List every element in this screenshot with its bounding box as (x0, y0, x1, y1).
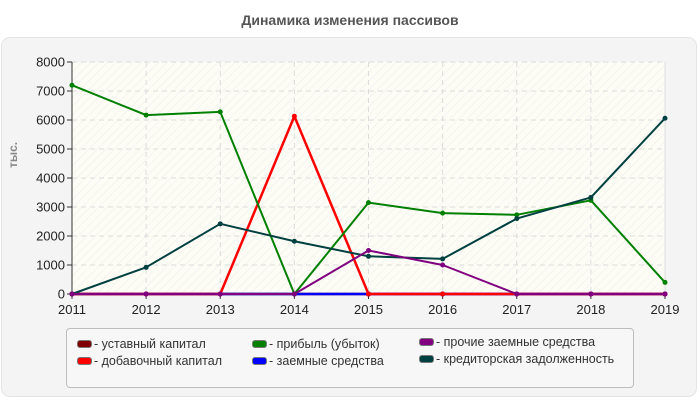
legend-label: - прочие заемные средства (436, 335, 596, 349)
x-tick-label: 2011 (58, 302, 86, 317)
x-tick-label: 2015 (354, 302, 383, 317)
data-point (440, 291, 446, 297)
legend-swatch-icon (77, 340, 92, 348)
axes: 0 1000 2000 3000 4000 5000 6000 7000 8000 2011 201… (36, 55, 679, 318)
legend-item[interactable]: - заемные средства (252, 354, 384, 368)
y-tick-label: 3000 (36, 200, 65, 215)
legend-item[interactable]: - прочие заемные средства (419, 335, 595, 349)
data-point (143, 264, 149, 270)
legend-swatch-icon (419, 355, 434, 363)
data-point (440, 256, 446, 262)
data-point (588, 291, 594, 297)
legend-item[interactable]: - добавочный капитал (77, 354, 222, 368)
legend-label: - прибыль (убыток) (269, 337, 380, 351)
data-point (662, 291, 668, 297)
data-point (366, 200, 371, 206)
y-tick-label: 5000 (36, 142, 65, 157)
x-tick-label: 2013 (206, 302, 235, 317)
legend-swatch-icon (77, 357, 92, 365)
y-tick-label: 7000 (36, 84, 65, 99)
data-point (440, 262, 446, 268)
data-point (217, 109, 223, 115)
data-point (366, 291, 371, 297)
x-tick-label: 2012 (132, 302, 161, 317)
legend-label: - заемные средства (269, 354, 384, 368)
data-point (662, 115, 668, 121)
y-tick-label: 6000 (36, 113, 65, 128)
data-point (514, 216, 520, 222)
x-tick-label: 2014 (280, 302, 309, 317)
data-point (662, 279, 668, 285)
legend-swatch-icon (252, 357, 267, 365)
legend-swatch-icon (252, 340, 267, 348)
legend: - уставный капитал - добавочный капитал - … (66, 328, 634, 388)
x-tick-label: 2018 (576, 302, 605, 317)
data-point (291, 291, 297, 297)
data-point (366, 253, 371, 259)
data-point (143, 291, 149, 297)
y-tick-label: 8000 (36, 55, 65, 70)
plot-area: 0 1000 2000 3000 4000 5000 6000 7000 8000 2011 201… (36, 55, 679, 318)
legend-item[interactable]: - уставный капитал (77, 337, 206, 351)
data-point (291, 113, 297, 119)
y-tick-label: 2000 (36, 229, 65, 244)
data-point (514, 291, 520, 297)
y-tick-label: 0 (58, 287, 65, 302)
y-tick-label: 1000 (36, 258, 65, 273)
chart-title: Динамика изменения пассивов (241, 12, 459, 28)
legend-item[interactable]: - прибыль (убыток) (252, 337, 380, 351)
data-point (217, 221, 223, 227)
legend-label: - уставный капитал (94, 337, 206, 351)
data-point (514, 212, 520, 218)
legend-item[interactable]: - кредиторская задолженность (419, 352, 614, 366)
data-point (440, 210, 446, 216)
legend-label: - добавочный капитал (94, 354, 223, 368)
legend-label: - кредиторская задолженность (436, 352, 615, 366)
data-point (588, 194, 594, 200)
x-tick-label: 2016 (428, 302, 457, 317)
data-point (366, 248, 371, 253)
x-tick-label: 2017 (502, 302, 531, 317)
x-tick-label: 2019 (651, 302, 680, 317)
series-lines (69, 82, 668, 297)
legend-swatch-icon (419, 338, 434, 346)
data-point (217, 291, 223, 297)
data-point (143, 112, 149, 118)
data-point (69, 291, 75, 297)
y-tick-label: 4000 (36, 171, 65, 186)
data-point (69, 82, 75, 88)
data-point (291, 238, 297, 244)
